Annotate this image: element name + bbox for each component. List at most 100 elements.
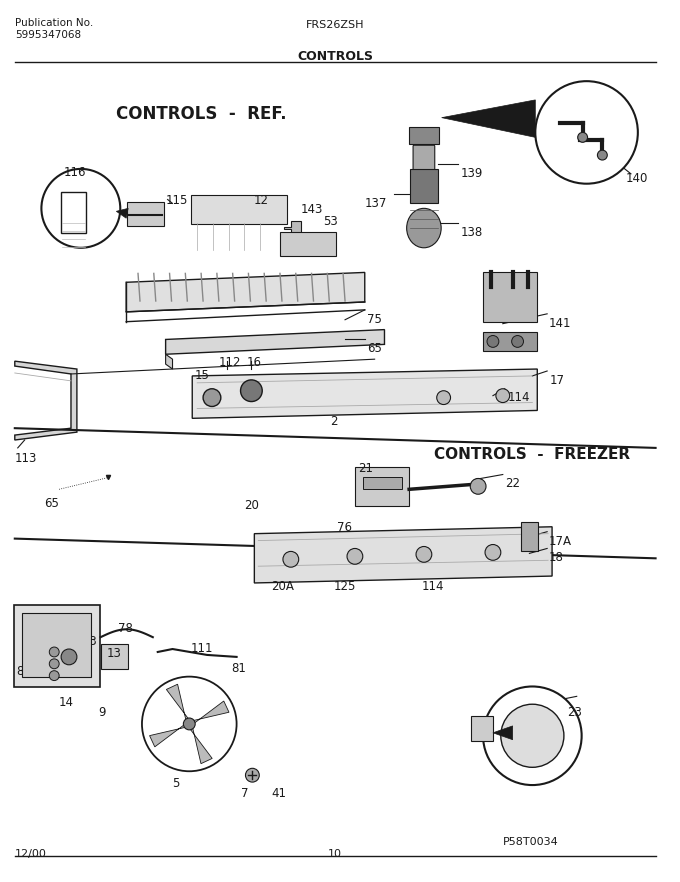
Polygon shape [166, 330, 384, 355]
Text: 7: 7 [241, 787, 248, 800]
Text: 78: 78 [118, 623, 133, 635]
Text: 21: 21 [358, 461, 373, 475]
Text: 115: 115 [166, 193, 188, 206]
Circle shape [598, 150, 607, 160]
Polygon shape [126, 273, 364, 312]
Circle shape [578, 132, 588, 142]
Circle shape [49, 647, 59, 657]
Polygon shape [150, 725, 186, 747]
Text: 113: 113 [15, 452, 37, 465]
Polygon shape [441, 100, 535, 138]
Bar [61, 191, 86, 233]
Text: 83: 83 [82, 635, 97, 648]
Circle shape [483, 686, 581, 785]
Polygon shape [167, 684, 188, 721]
Bar [101, 644, 128, 669]
Text: 143: 143 [301, 204, 323, 216]
Text: 65: 65 [44, 497, 59, 510]
Circle shape [500, 704, 564, 767]
Text: 76: 76 [337, 521, 352, 534]
Text: CONTROLS: CONTROLS [297, 49, 373, 63]
Circle shape [416, 547, 432, 562]
Ellipse shape [407, 208, 441, 248]
Circle shape [49, 670, 59, 681]
Text: 18: 18 [549, 551, 564, 564]
Polygon shape [284, 221, 301, 235]
Text: 140: 140 [626, 172, 649, 185]
Circle shape [347, 549, 363, 564]
Text: Publication No.: Publication No. [15, 18, 93, 28]
Circle shape [471, 478, 486, 494]
Text: 112: 112 [219, 356, 241, 370]
Text: 114: 114 [422, 580, 445, 593]
Text: 12: 12 [254, 193, 269, 206]
Text: CONTROLS  -  FREEZER: CONTROLS - FREEZER [434, 447, 630, 462]
Text: 5995347068: 5995347068 [15, 30, 81, 40]
Text: 137: 137 [364, 197, 387, 210]
FancyBboxPatch shape [280, 232, 336, 256]
Text: 65: 65 [367, 342, 381, 355]
Text: 75: 75 [367, 313, 381, 325]
FancyBboxPatch shape [127, 203, 164, 226]
Circle shape [485, 544, 500, 560]
Text: 23: 23 [567, 706, 581, 719]
Text: 16: 16 [246, 356, 262, 370]
Polygon shape [493, 726, 513, 740]
Bar [410, 169, 438, 204]
Text: FRS26ZSH: FRS26ZSH [306, 20, 364, 30]
Circle shape [184, 718, 195, 729]
Text: P58T0034: P58T0034 [503, 837, 558, 848]
Text: 22: 22 [505, 477, 520, 490]
Text: 10: 10 [328, 849, 342, 859]
Text: 111: 111 [190, 642, 213, 655]
Circle shape [61, 649, 77, 665]
Bar [363, 477, 403, 490]
Polygon shape [254, 527, 552, 583]
Polygon shape [192, 369, 537, 418]
Text: 41: 41 [271, 787, 286, 800]
Circle shape [49, 659, 59, 669]
Circle shape [535, 81, 638, 183]
Text: 139: 139 [460, 167, 483, 180]
Text: 14: 14 [59, 696, 74, 709]
Bar [409, 126, 439, 145]
Text: 15: 15 [194, 369, 209, 382]
FancyBboxPatch shape [413, 146, 435, 176]
Bar [355, 467, 409, 506]
Circle shape [283, 551, 299, 567]
Text: 20A: 20A [271, 580, 294, 593]
Text: 5: 5 [173, 777, 180, 790]
Text: 141: 141 [549, 317, 572, 330]
Text: 114: 114 [508, 391, 530, 404]
Circle shape [41, 169, 120, 248]
Polygon shape [190, 728, 212, 764]
Polygon shape [15, 361, 77, 440]
Text: 20: 20 [245, 499, 259, 512]
Bar [22, 612, 90, 676]
Bar [520, 522, 539, 551]
Text: 9: 9 [99, 706, 106, 719]
Circle shape [245, 768, 259, 782]
Bar [471, 716, 493, 741]
Text: 17A: 17A [549, 534, 572, 548]
Text: 138: 138 [460, 226, 483, 239]
Text: 2: 2 [330, 415, 338, 429]
FancyBboxPatch shape [14, 605, 99, 687]
FancyBboxPatch shape [191, 195, 287, 224]
Text: 8: 8 [16, 665, 23, 677]
Circle shape [496, 389, 510, 402]
Text: 81: 81 [232, 662, 247, 675]
Text: 125: 125 [333, 580, 356, 593]
Circle shape [487, 335, 499, 348]
Bar [483, 273, 537, 322]
Circle shape [511, 335, 524, 348]
Text: 12/00: 12/00 [15, 849, 47, 859]
Text: 17: 17 [550, 374, 565, 387]
Text: 13: 13 [107, 647, 121, 660]
Circle shape [203, 389, 221, 407]
Polygon shape [166, 355, 173, 369]
Circle shape [437, 391, 451, 405]
Circle shape [142, 676, 237, 771]
Circle shape [241, 380, 262, 401]
Polygon shape [116, 208, 128, 218]
